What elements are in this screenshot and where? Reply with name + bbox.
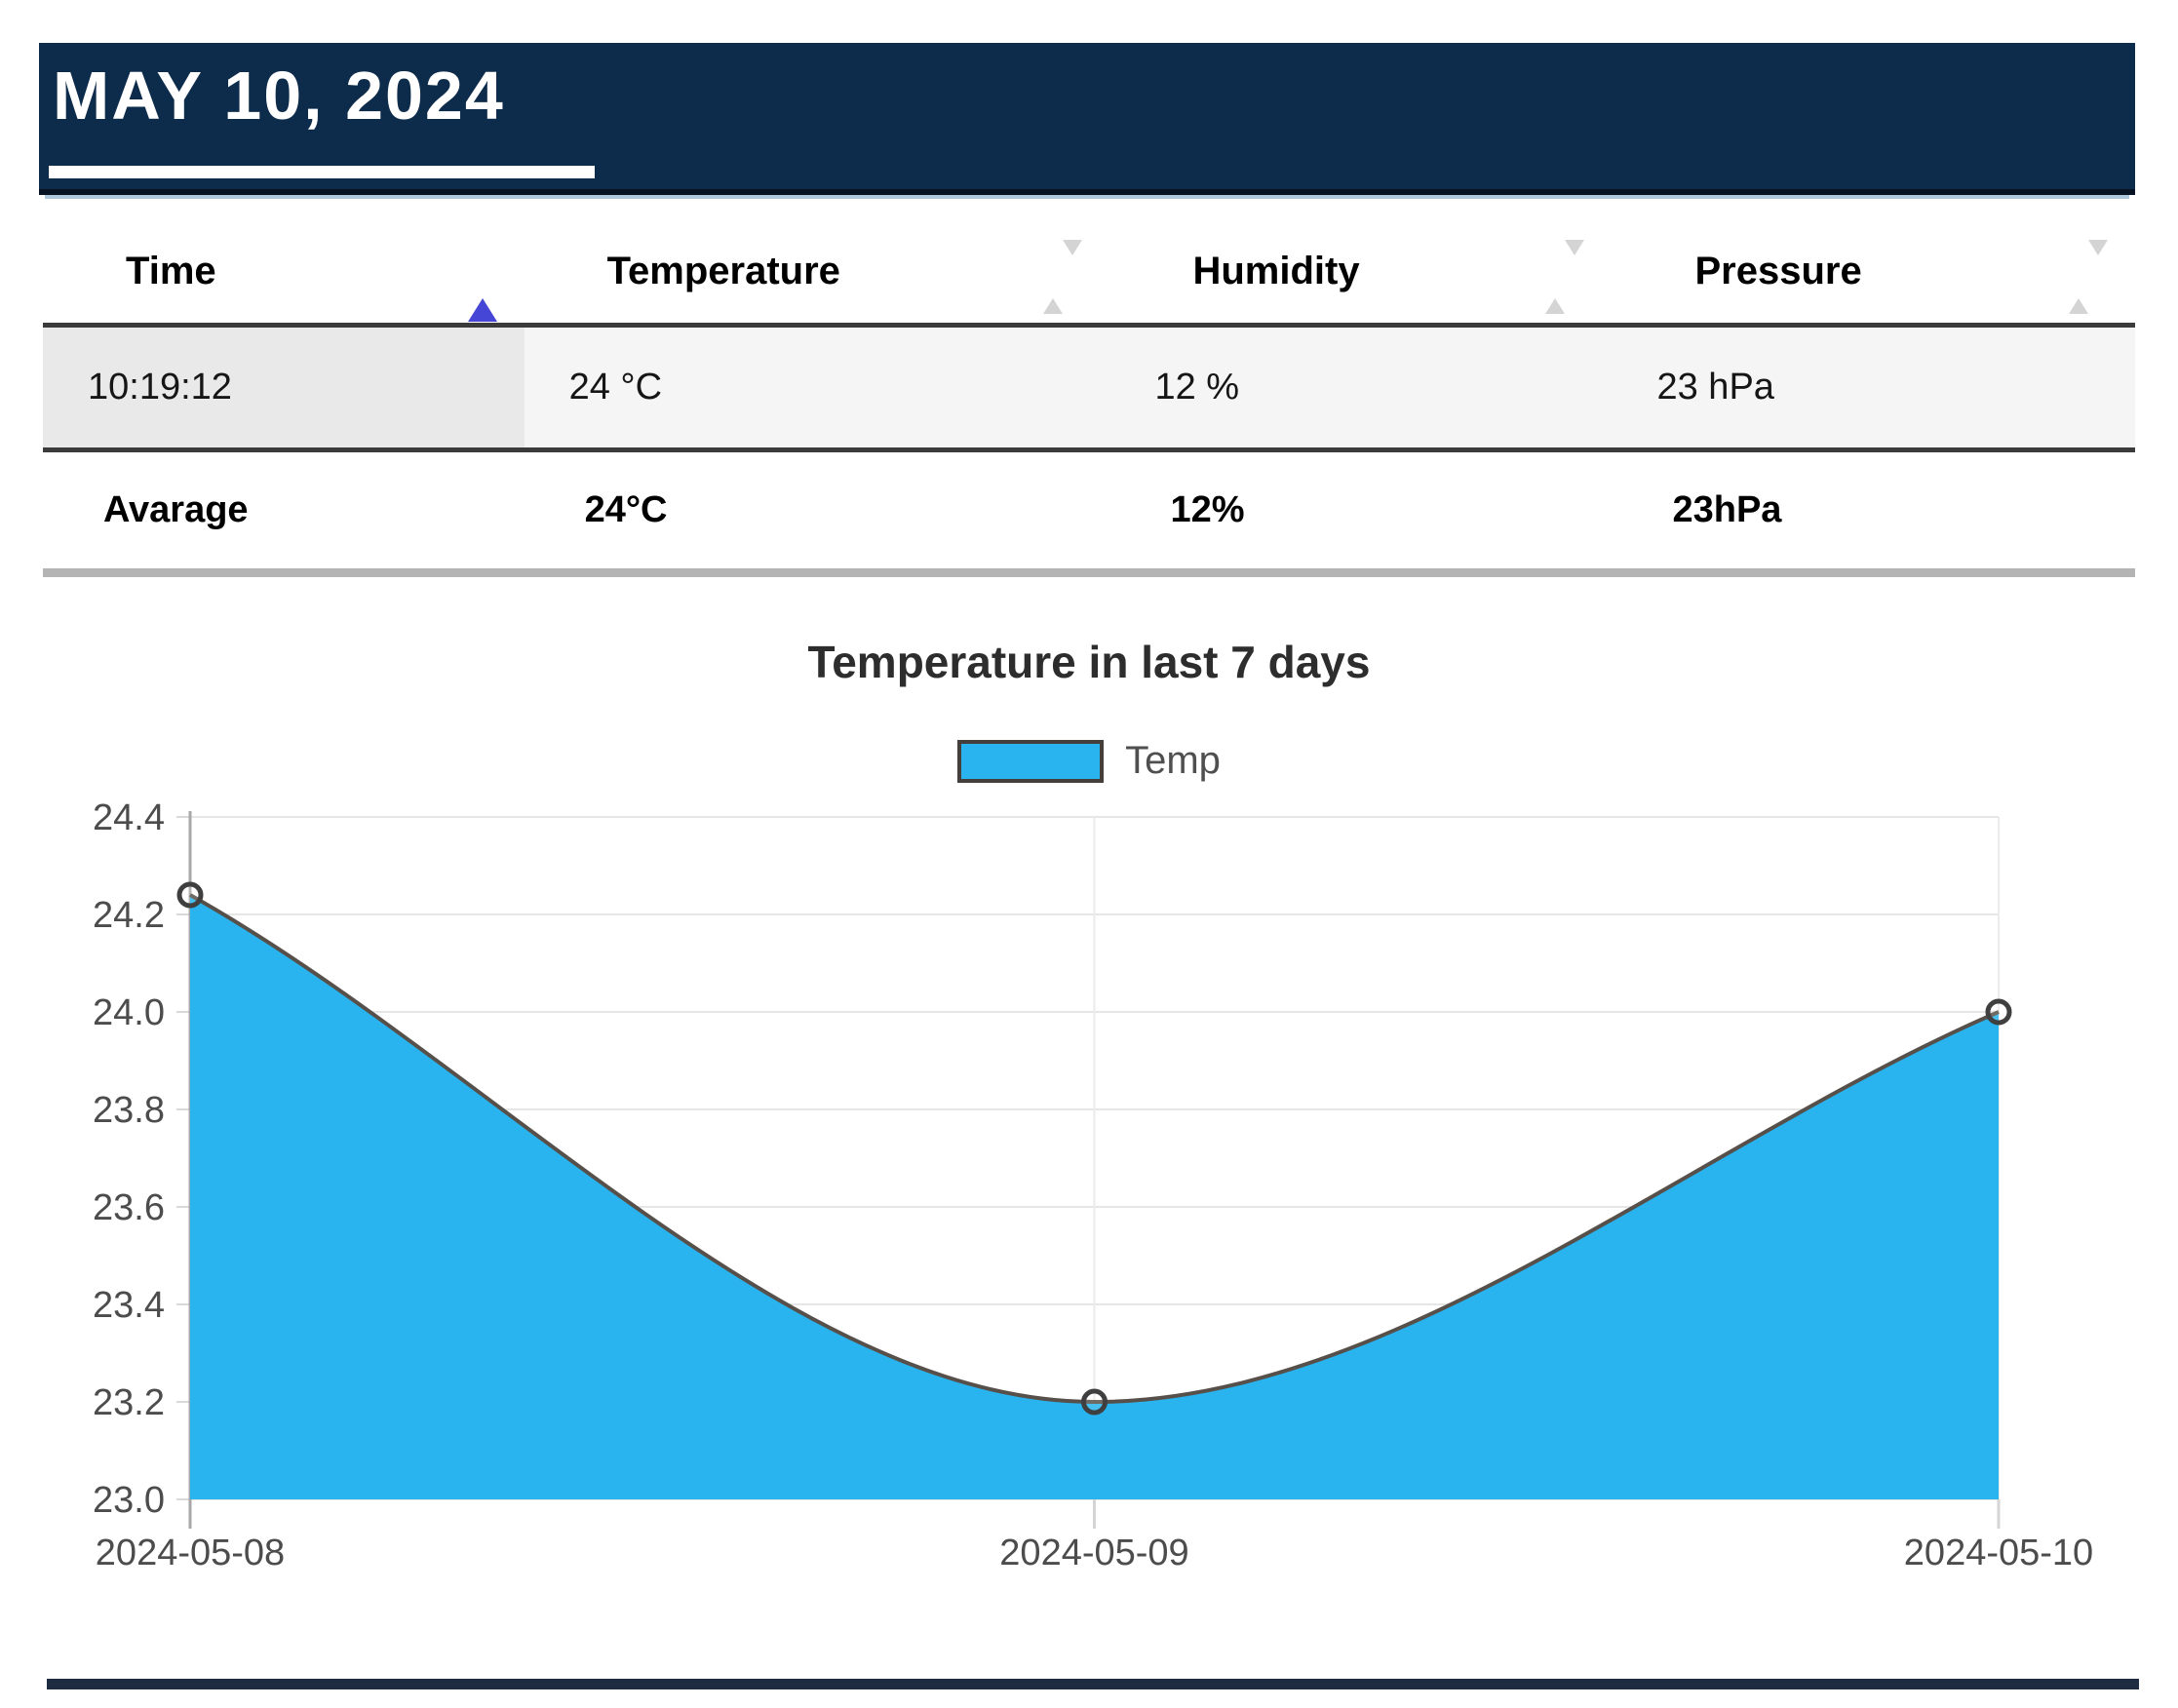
sensor-readings-table: Time Temperature Humidity Pressure [43,234,2135,577]
data-point-marker [1985,998,2012,1026]
temperature-chart-section: Temperature in last 7 days Temp 24.4 24.2… [0,636,2178,1582]
svg-text:2024-05-08: 2024-05-08 [96,1533,285,1573]
chart-legend[interactable]: Temp [0,739,2178,783]
svg-text:23.0: 23.0 [93,1480,165,1521]
sort-ascending-icon[interactable] [467,255,497,322]
temperature-area-chart[interactable]: 24.4 24.2 24.0 23.8 23.6 23.4 23.2 23.0 2024-05-… [0,783,2178,1582]
column-header-time-label: Time [126,250,216,292]
reading-time-cell: 10:19:12 [43,323,525,452]
svg-text:24.4: 24.4 [93,797,165,838]
svg-text:23.8: 23.8 [93,1090,165,1131]
table-header-row: Time Temperature Humidity Pressure [43,234,2135,326]
average-temperature-cell: 24°C [524,449,1110,577]
svg-text:2024-05-09: 2024-05-09 [999,1533,1188,1573]
legend-swatch-temp [957,739,1105,783]
chart-title: Temperature in last 7 days [807,637,1371,687]
svg-text:2024-05-10: 2024-05-10 [1904,1533,2093,1573]
data-point-marker [1081,1388,1108,1416]
reading-temperature-cell: 24 °C [524,323,1110,452]
average-pressure-cell: 23hPa [1612,449,2135,577]
legend-label-temp: Temp [1125,739,1221,782]
column-header-pressure[interactable]: Pressure [1612,234,2135,326]
average-row-label: Avarage [43,449,525,577]
sort-toggle-icon[interactable] [2069,240,2108,314]
title-underline [49,166,595,178]
bottom-divider [47,1679,2139,1689]
sort-toggle-icon[interactable] [1545,240,1585,314]
svg-text:23.4: 23.4 [93,1285,165,1326]
average-row: Avarage 24°C 12% 23hPa [43,449,2135,577]
reading-pressure-cell: 23 hPa [1612,323,2135,452]
column-header-temperature[interactable]: Temperature [525,234,1110,326]
average-humidity-cell: 12% [1109,449,1613,577]
svg-text:23.6: 23.6 [93,1187,165,1228]
data-point-marker [176,881,204,909]
page-title: MAY 10, 2024 [53,58,505,134]
svg-text:24.2: 24.2 [93,895,165,936]
svg-text:23.2: 23.2 [93,1382,165,1423]
column-header-pressure-label: Pressure [1694,250,1862,292]
svg-text:24.0: 24.0 [93,992,165,1033]
column-header-time[interactable]: Time [43,234,525,326]
sort-toggle-icon[interactable] [1043,240,1083,314]
column-header-humidity[interactable]: Humidity [1109,234,1612,326]
column-header-temperature-label: Temperature [606,250,840,292]
column-header-humidity-label: Humidity [1192,250,1360,292]
page-header: MAY 10, 2024 [39,43,2135,195]
reading-row: 10:19:12 24 °C 12 % 23 hPa [43,323,2135,452]
reading-humidity-cell: 12 % [1109,323,1613,452]
